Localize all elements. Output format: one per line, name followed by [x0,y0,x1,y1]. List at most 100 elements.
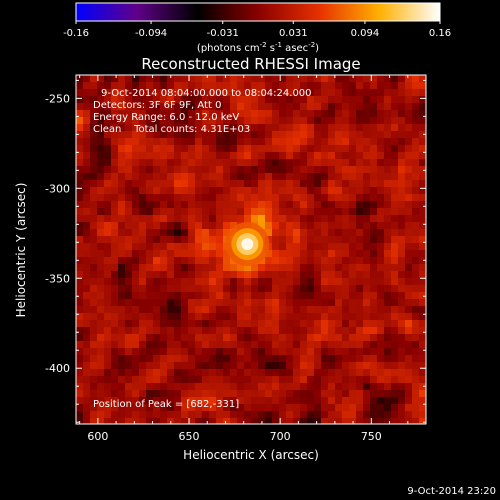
heatmap-cell [97,418,105,424]
heatmap-cell [195,117,203,125]
heatmap-cell [195,243,203,251]
heatmap-cell [356,75,364,83]
heatmap-cell [104,89,112,97]
heatmap-cell [314,404,322,412]
heatmap-cell [90,215,98,223]
heatmap-cell [258,264,266,272]
heatmap-cell [244,152,252,160]
heatmap-cell [335,82,343,90]
heatmap-cell [188,75,196,83]
heatmap-cell [321,271,329,279]
heatmap-cell [230,299,238,307]
heatmap-cell [244,292,252,300]
heatmap-cell [279,285,287,293]
heatmap-cell [174,250,182,258]
heatmap-cell [342,418,350,424]
heatmap-cell [216,222,224,230]
heatmap-cell [188,152,196,160]
heatmap-cell [307,222,315,230]
heatmap-cell [363,173,371,181]
heatmap-cell [293,411,301,419]
heatmap-cell [76,110,84,118]
heatmap-cell [230,320,238,328]
heatmap-cell [405,236,413,244]
heatmap-cell [146,159,154,167]
heatmap-cell [97,369,105,377]
heatmap-cell [405,124,413,132]
heatmap-cell [258,390,266,398]
heatmap-cell [83,215,91,223]
heatmap-cell [132,229,140,237]
heatmap-cell [76,75,84,83]
heatmap-cell [132,96,140,104]
heatmap-cell [405,243,413,251]
heatmap-cell [132,201,140,209]
heatmap-cell [363,236,371,244]
heatmap-cell [230,103,238,111]
heatmap-cell [223,89,231,97]
heatmap-cell [363,327,371,335]
heatmap-cell [83,404,91,412]
heatmap-cell [286,327,294,335]
heatmap-cell [363,243,371,251]
heatmap-cell [342,306,350,314]
heatmap-cell [160,313,168,321]
heatmap-cell [188,103,196,111]
heatmap-cell [391,159,399,167]
heatmap-cell [349,187,357,195]
heatmap-cell [153,236,161,244]
heatmap-cell [174,201,182,209]
heatmap-cell [188,299,196,307]
heatmap-cell [307,376,315,384]
heatmap-cell [251,166,259,174]
heatmap-cell [279,138,287,146]
heatmap-cell [76,145,84,153]
heatmap-cell [307,201,315,209]
heatmap-cell [405,152,413,160]
heatmap-cell [153,334,161,342]
heatmap-cell [125,334,133,342]
heatmap-cell [125,208,133,216]
heatmap-cell [405,334,413,342]
heatmap-cell [363,222,371,230]
heatmap-cell [111,411,119,419]
heatmap-cell [111,166,119,174]
heatmap-cell [356,236,364,244]
heatmap-cell [174,215,182,223]
heatmap-cell [342,369,350,377]
heatmap-cell [125,271,133,279]
heatmap-cell [314,201,322,209]
heatmap-cell [412,222,420,230]
heatmap-cell [97,313,105,321]
heatmap-cell [314,362,322,370]
heatmap-cell [412,397,420,405]
heatmap-cell [167,159,175,167]
heatmap-cell [251,369,259,377]
heatmap-cell [174,75,182,83]
heatmap-cell [174,306,182,314]
heatmap-cell [202,313,210,321]
heatmap-cell [83,201,91,209]
heatmap-cell [384,306,392,314]
heatmap-cell [202,327,210,335]
heatmap-cell [391,215,399,223]
heatmap-cell [216,208,224,216]
heatmap-cell [223,208,231,216]
heatmap-cell [300,271,308,279]
heatmap-cell [384,327,392,335]
heatmap-cell [335,236,343,244]
heatmap-cell [321,117,329,125]
heatmap-cell [153,369,161,377]
heatmap-cell [286,229,294,237]
heatmap-cell [419,82,426,90]
heatmap-cell [76,278,84,286]
heatmap-cell [293,313,301,321]
heatmap-cell [405,180,413,188]
heatmap-cell [279,173,287,181]
heatmap-cell [174,243,182,251]
heatmap-cell [258,292,266,300]
heatmap-cell [153,222,161,230]
heatmap-cell [398,159,406,167]
heatmap-cell [293,117,301,125]
heatmap-cell [398,117,406,125]
